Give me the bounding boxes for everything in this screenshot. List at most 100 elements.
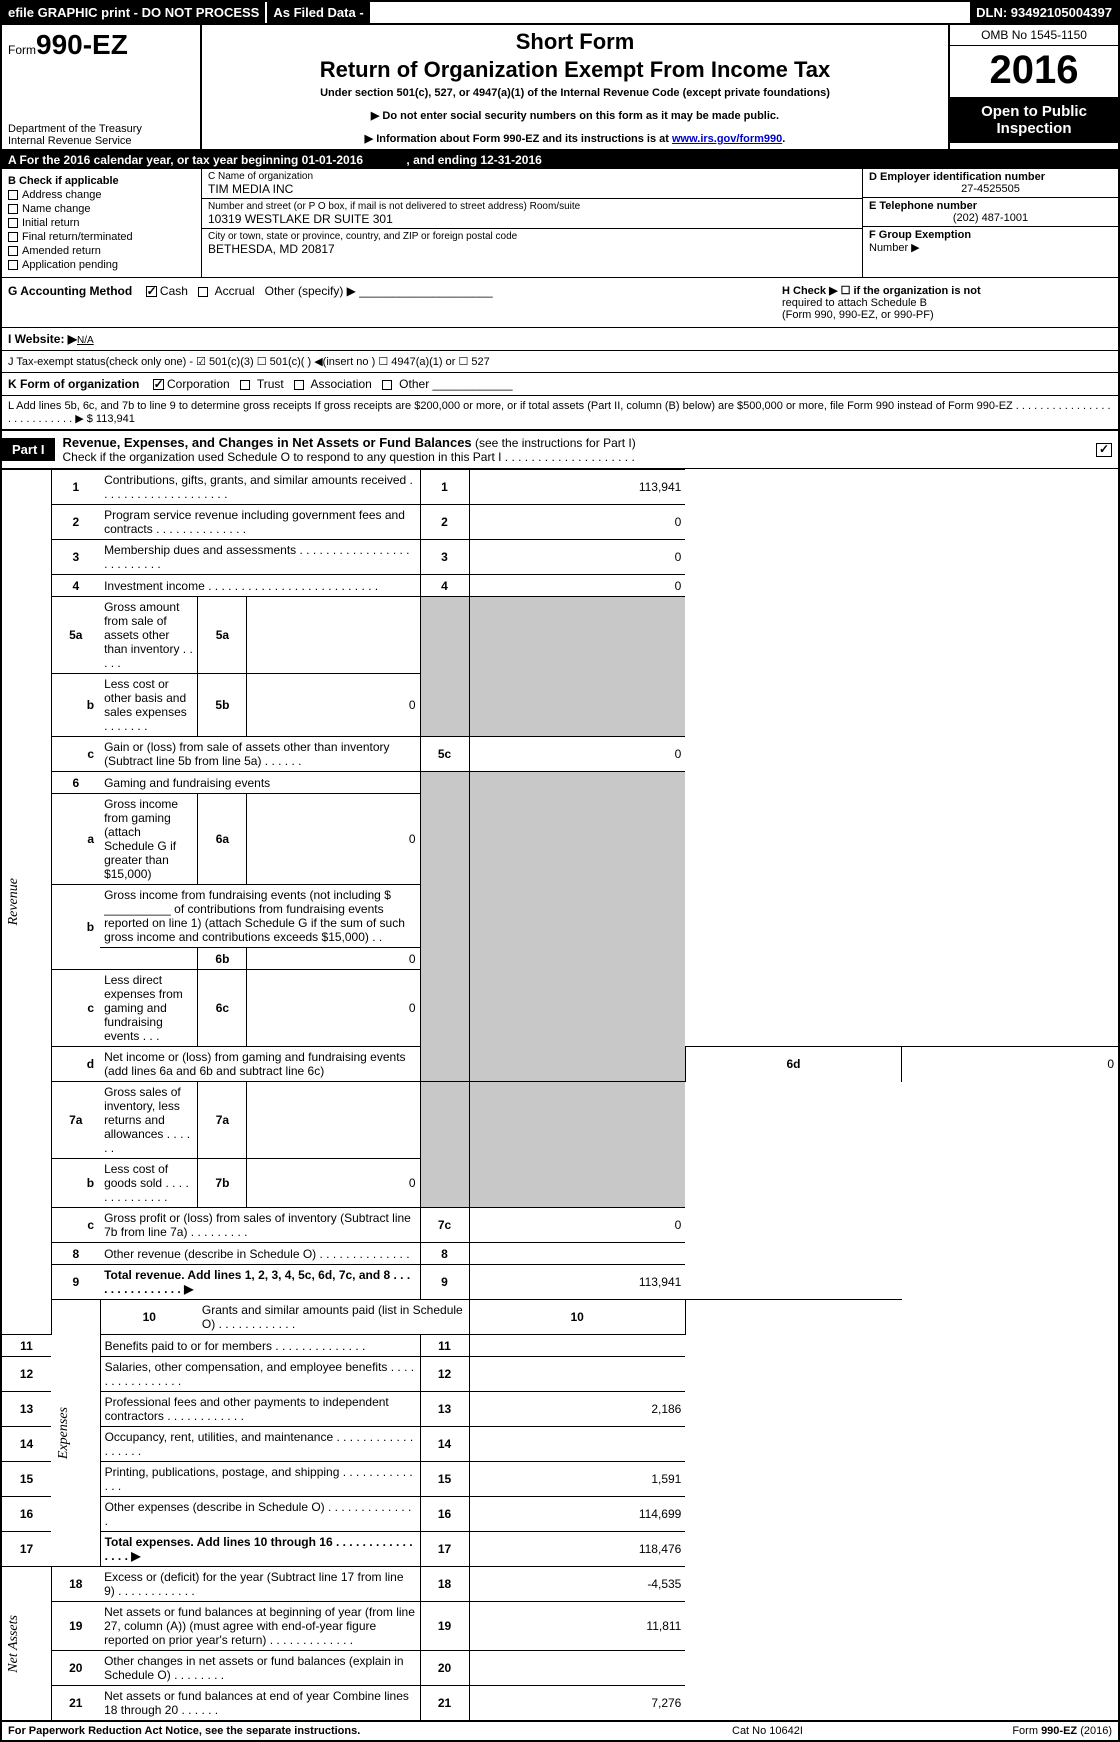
row-a-ending: , and ending 12-31-2016 (406, 153, 541, 167)
line-5c: c Gain or (loss) from sale of assets oth… (2, 737, 1118, 772)
line-6b-desc: Gross income from fundraising events (no… (100, 885, 420, 948)
footer-left: For Paperwork Reduction Act Notice, see … (8, 1725, 732, 1737)
line-7a: 7a Gross sales of inventory, less return… (2, 1082, 1118, 1159)
header-middle: Short Form Return of Organization Exempt… (202, 25, 948, 149)
line-17: 17Total expenses. Add lines 10 through 1… (2, 1532, 1118, 1567)
block-b-to-f: B Check if applicable Address change Nam… (2, 169, 1118, 278)
irs-link[interactable]: www.irs.gov/form990 (672, 133, 782, 145)
phone-label: E Telephone number (869, 200, 1112, 212)
form-header: Form990-EZ Department of the Treasury In… (2, 25, 1118, 151)
phone-value: (202) 487-1001 (869, 212, 1112, 224)
org-city-label: City or town, state or province, country… (208, 231, 856, 242)
chk-address-change[interactable]: Address change (8, 189, 195, 201)
org-address-value: 10319 WESTLAKE DR SUITE 301 (208, 212, 856, 226)
accounting-label: G Accounting Method (8, 284, 132, 298)
schedule-b-check: H Check ▶ ☐ if the organization is not r… (782, 284, 1112, 321)
part-1-title: Revenue, Expenses, and Changes in Net As… (55, 431, 1096, 468)
row-a-calendar-year: A For the 2016 calendar year, or tax yea… (2, 151, 1118, 169)
org-form-label: K Form of organization (8, 377, 139, 391)
footer-mid: Cat No 10642I (732, 1725, 932, 1737)
part-1-title-bold: Revenue, Expenses, and Changes in Net As… (63, 435, 472, 450)
under-section-text: Under section 501(c), 527, or 4947(a)(1)… (210, 87, 940, 99)
chk-final-return[interactable]: Final return/terminated (8, 231, 195, 243)
form-prefix: Form (8, 43, 36, 57)
line-20: 20Other changes in net assets or fund ba… (2, 1651, 1118, 1686)
part-1-label: Part I (2, 438, 55, 461)
accounting-other: Other (specify) ▶ (265, 284, 356, 298)
line-12: 12Salaries, other compensation, and empl… (2, 1357, 1118, 1392)
chk-accrual[interactable] (198, 287, 208, 297)
row-k-org-form: K Form of organization Corporation Trust… (2, 373, 1118, 396)
line-21: 21Net assets or fund balances at end of … (2, 1686, 1118, 1721)
column-c-org-info: C Name of organization TIM MEDIA INC Num… (202, 169, 863, 277)
line-6: 6 Gaming and fundraising events (2, 772, 1118, 794)
ssn-warning: ▶ Do not enter social security numbers o… (210, 109, 940, 122)
line-1-amt: 113,941 (469, 470, 685, 505)
ein-label: D Employer identification number (869, 171, 1112, 183)
org-city-value: BETHESDA, MD 20817 (208, 242, 856, 256)
column-def: D Employer identification number 27-4525… (863, 169, 1118, 277)
return-title: Return of Organization Exempt From Incom… (210, 57, 940, 83)
info-link-line: ▶ Information about Form 990-EZ and its … (210, 132, 940, 145)
chk-application-pending[interactable]: Application pending (8, 259, 195, 271)
group-exemption-label: F Group Exemption (869, 229, 971, 241)
chk-amended-return[interactable]: Amended return (8, 245, 195, 257)
line-7c: c Gross profit or (loss) from sales of i… (2, 1208, 1118, 1243)
efile-topbar: efile GRAPHIC print - DO NOT PROCESS As … (2, 2, 1118, 25)
part-1-schedule-o-check[interactable] (1096, 443, 1112, 457)
as-filed-label: As Filed Data - (265, 2, 369, 23)
org-address-cell: Number and street (or P O box, if mail i… (202, 199, 862, 229)
line-10: Expenses 10 Grants and similar amounts p… (2, 1300, 1118, 1335)
part-1-header: Part I Revenue, Expenses, and Changes in… (2, 431, 1118, 469)
revenue-sidebar: Revenue (2, 470, 51, 1335)
line-17-desc: Total expenses. Add lines 10 through 16 … (100, 1532, 420, 1567)
chk-association[interactable] (294, 380, 304, 390)
form-number-value: 990-EZ (36, 29, 128, 60)
line-16: 16Other expenses (describe in Schedule O… (2, 1497, 1118, 1532)
header-left: Form990-EZ Department of the Treasury In… (2, 25, 202, 149)
chk-trust[interactable] (240, 380, 250, 390)
ein-cell: D Employer identification number 27-4525… (863, 169, 1118, 198)
part-1-table: Revenue 1 Contributions, gifts, grants, … (2, 469, 1118, 1720)
form-number: Form990-EZ (8, 29, 194, 61)
info-link-pre: ▶ Information about Form 990-EZ and its … (365, 133, 672, 145)
sched-b-line3: (Form 990, 990-EZ, or 990-PF) (782, 309, 1112, 321)
org-name-cell: C Name of organization TIM MEDIA INC (202, 169, 862, 199)
line-8: 8 Other revenue (describe in Schedule O)… (2, 1243, 1118, 1265)
line-3: 3 Membership dues and assessments . . . … (2, 540, 1118, 575)
line-1: Revenue 1 Contributions, gifts, grants, … (2, 470, 1118, 505)
group-exemption-cell: F Group Exemption Number ▶ (863, 227, 1118, 256)
group-exemption-number: Number ▶ (869, 242, 920, 254)
efile-notice: efile GRAPHIC print - DO NOT PROCESS (2, 2, 265, 23)
column-b-checkboxes: B Check if applicable Address change Nam… (2, 169, 202, 277)
org-address-label: Number and street (or P O box, if mail i… (208, 201, 856, 212)
org-name-label: C Name of organization (208, 171, 856, 182)
line-4: 4 Investment income . . . . . . . . . . … (2, 575, 1118, 597)
row-l-gross-receipts: L Add lines 5b, 6c, and 7b to line 9 to … (2, 396, 1118, 431)
part-1-title-rest: (see the instructions for Part I) (472, 436, 636, 450)
dln-label: DLN: 93492105004397 (970, 2, 1118, 23)
sched-b-line2: required to attach Schedule B (782, 297, 1112, 309)
accounting-method: G Accounting Method Cash Accrual Other (… (8, 284, 782, 321)
chk-cash[interactable] (146, 286, 157, 297)
row-i-website: I Website: ▶N/A (2, 328, 1118, 351)
line-9: 9 Total revenue. Add lines 1, 2, 3, 4, 5… (2, 1265, 1118, 1300)
page-footer: For Paperwork Reduction Act Notice, see … (2, 1720, 1118, 1740)
line-1-desc: Contributions, gifts, grants, and simila… (100, 470, 420, 505)
form-page: efile GRAPHIC print - DO NOT PROCESS As … (0, 0, 1120, 1742)
line-9-desc: Total revenue. Add lines 1, 2, 3, 4, 5c,… (100, 1265, 420, 1300)
chk-corporation[interactable] (153, 379, 164, 390)
line-11: 11Benefits paid to or for members . . . … (2, 1335, 1118, 1357)
row-a-text: A For the 2016 calendar year, or tax yea… (8, 153, 363, 167)
dept-line2: Internal Revenue Service (8, 135, 194, 147)
website-value: N/A (77, 335, 94, 346)
header-right: OMB No 1545-1150 2016 Open to Public Ins… (948, 25, 1118, 149)
dept-line1: Department of the Treasury (8, 123, 194, 135)
chk-initial-return[interactable]: Initial return (8, 217, 195, 229)
chk-name-change[interactable]: Name change (8, 203, 195, 215)
chk-other-org[interactable] (382, 380, 392, 390)
tax-year: 2016 (950, 46, 1118, 97)
open-to-public: Open to Public Inspection (950, 97, 1118, 143)
info-link-post: . (782, 133, 785, 145)
line-5a: 5a Gross amount from sale of assets othe… (2, 597, 1118, 674)
